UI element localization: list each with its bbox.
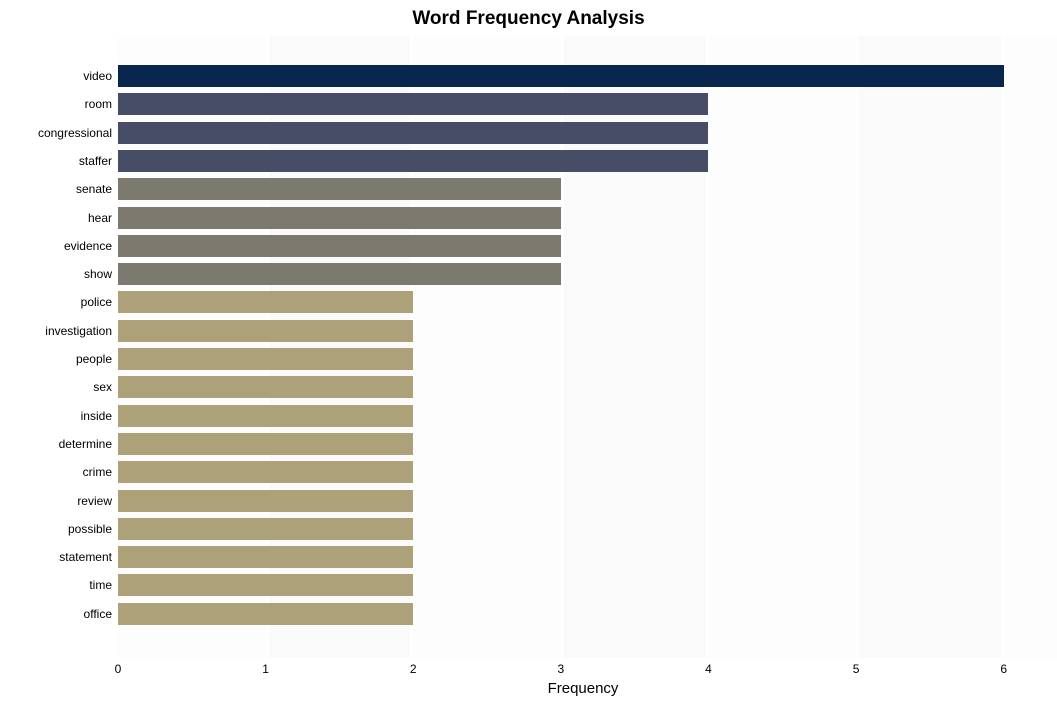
x-tick-label: 2 xyxy=(410,662,417,676)
bar xyxy=(118,150,708,172)
y-tick-label: review xyxy=(77,494,112,508)
y-tick-label: senate xyxy=(76,182,112,196)
bar xyxy=(118,433,413,455)
y-tick-label: evidence xyxy=(64,239,112,253)
x-tick-label: 3 xyxy=(558,662,565,676)
x-tick-label: 6 xyxy=(1000,662,1007,676)
bar xyxy=(118,348,413,370)
x-axis-title: Frequency xyxy=(548,680,619,697)
bar xyxy=(118,461,413,483)
y-tick-label: staffer xyxy=(79,154,112,168)
bar xyxy=(118,291,413,313)
y-tick-label: police xyxy=(81,295,112,309)
y-tick-label: time xyxy=(89,578,112,592)
bar xyxy=(118,574,413,596)
y-tick-label: people xyxy=(76,352,112,366)
bar xyxy=(118,376,413,398)
bar xyxy=(118,518,413,540)
x-tick-label: 5 xyxy=(853,662,860,676)
bar xyxy=(118,320,413,342)
bar xyxy=(118,235,561,257)
y-tick-label: congressional xyxy=(38,126,112,140)
chart-root: Word Frequency Analysis Frequency video r… xyxy=(0,0,1057,701)
x-tick-label: 4 xyxy=(705,662,712,676)
y-tick-label: hear xyxy=(88,211,112,225)
grid-alt-band xyxy=(1004,36,1057,658)
bar xyxy=(118,93,708,115)
bar xyxy=(118,65,1004,87)
bar xyxy=(118,178,561,200)
y-tick-label: determine xyxy=(59,437,112,451)
grid-alt-band xyxy=(708,36,856,658)
y-tick-label: video xyxy=(83,69,112,83)
x-tick-label: 0 xyxy=(115,662,122,676)
y-tick-label: show xyxy=(84,267,112,281)
y-tick-label: office xyxy=(84,607,112,621)
chart-title: Word Frequency Analysis xyxy=(0,8,1057,30)
y-tick-label: crime xyxy=(83,465,112,479)
x-tick-label: 1 xyxy=(262,662,269,676)
y-tick-label: inside xyxy=(81,409,112,423)
y-tick-label: sex xyxy=(93,380,112,394)
bar xyxy=(118,603,413,625)
bar xyxy=(118,207,561,229)
y-tick-label: statement xyxy=(59,550,112,564)
bar xyxy=(118,546,413,568)
bar xyxy=(118,405,413,427)
bar xyxy=(118,122,708,144)
bar xyxy=(118,263,561,285)
bar xyxy=(118,490,413,512)
plot-area xyxy=(118,36,1048,658)
y-tick-label: possible xyxy=(68,522,112,536)
y-tick-label: investigation xyxy=(45,324,112,338)
y-tick-label: room xyxy=(85,97,112,111)
